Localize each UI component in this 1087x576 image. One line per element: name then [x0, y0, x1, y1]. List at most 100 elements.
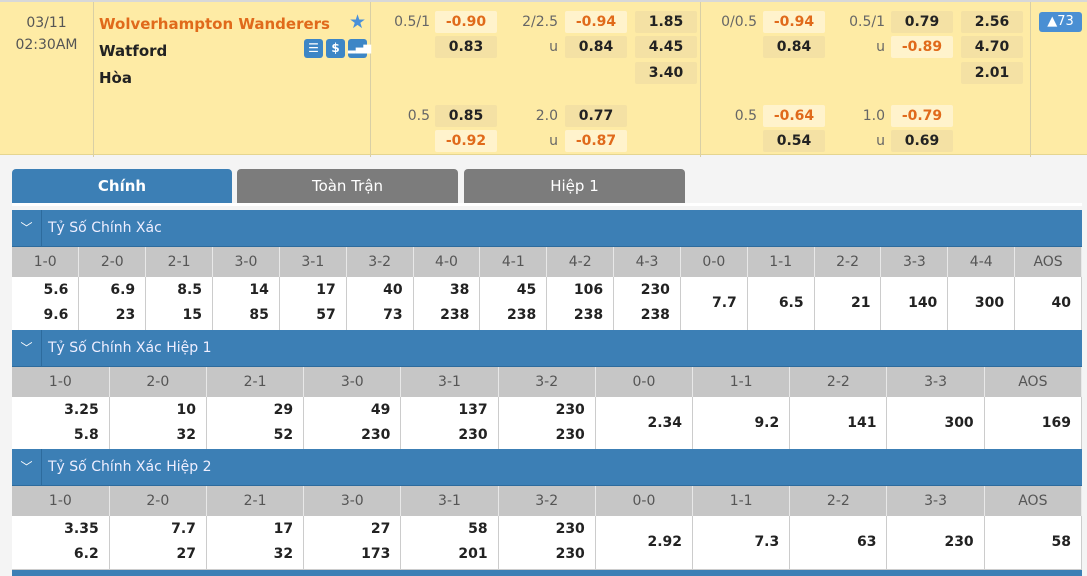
score-odds[interactable]: 230 — [555, 427, 585, 444]
score-odds-cell[interactable]: 6.9 23 — [78, 277, 147, 331]
odds-value[interactable]: 0.54 — [763, 130, 825, 152]
score-odds-cell[interactable]: 45 238 — [479, 277, 548, 331]
score-odds[interactable]: 63 — [856, 533, 877, 550]
away-team[interactable]: Watford — [99, 42, 168, 60]
score-odds[interactable]: 45 — [516, 282, 537, 299]
score-odds[interactable]: 2.92 — [647, 533, 683, 550]
score-odds[interactable]: 15 — [182, 307, 203, 324]
score-odds[interactable]: 9.2 — [754, 414, 780, 431]
odds-value[interactable]: 0.69 — [891, 130, 953, 152]
lineup-icon[interactable]: ☰ — [304, 39, 323, 58]
score-odds[interactable]: 7.7 — [171, 521, 196, 538]
score-odds[interactable]: 10 — [176, 402, 196, 419]
score-odds-cell[interactable]: 137 230 — [400, 397, 499, 451]
score-odds[interactable]: 27 — [370, 521, 391, 538]
score-odds[interactable]: 23 — [115, 307, 136, 324]
score-odds-cell[interactable]: 230 230 — [498, 397, 596, 451]
score-odds-cell[interactable]: 141 — [789, 397, 888, 451]
odds-value[interactable]: 2.01 — [961, 62, 1023, 84]
score-odds[interactable]: 85 — [249, 307, 269, 324]
score-odds-cell[interactable]: 140 — [880, 277, 949, 331]
score-odds[interactable]: 238 — [640, 307, 670, 324]
score-odds-cell[interactable]: 63 — [789, 516, 888, 570]
score-odds[interactable]: 7.3 — [754, 533, 780, 550]
score-odds[interactable]: 137 — [458, 402, 488, 419]
score-odds-cell[interactable]: 300 — [886, 397, 985, 451]
score-odds[interactable]: 17 — [273, 521, 294, 538]
chevron-down-icon[interactable]: ﹀ — [12, 448, 42, 486]
odds-value[interactable]: -0.89 — [891, 36, 953, 58]
score-odds[interactable]: 238 — [507, 307, 537, 324]
odds-value[interactable]: 0.84 — [763, 36, 825, 58]
score-odds[interactable]: 14 — [249, 282, 269, 299]
score-odds-cell[interactable]: 40 — [1014, 277, 1082, 331]
score-odds[interactable]: 300 — [974, 294, 1005, 311]
tab-1[interactable]: Toàn Trận — [237, 169, 458, 203]
score-odds-cell[interactable]: 38 238 — [413, 277, 481, 331]
score-odds-cell[interactable]: 58 201 — [400, 516, 499, 570]
score-odds[interactable]: 201 — [458, 546, 488, 563]
score-odds-cell[interactable]: 6.5 — [747, 277, 815, 331]
section-header[interactable]: ﹀ Tỷ Số Chính Xác Hiệp 1 — [12, 329, 1082, 367]
score-odds[interactable]: 17 — [316, 282, 336, 299]
score-odds[interactable]: 230 — [555, 402, 585, 419]
score-odds-cell[interactable]: 9.2 — [692, 397, 791, 451]
dollar-icon[interactable]: $ — [326, 39, 345, 58]
score-odds[interactable]: 5.8 — [73, 427, 99, 444]
score-odds-cell[interactable]: 29 52 — [206, 397, 305, 451]
odds-value[interactable]: 0.84 — [565, 36, 627, 58]
score-odds[interactable]: 32 — [273, 546, 294, 563]
odds-value[interactable]: 0.85 — [435, 105, 497, 127]
score-odds-cell[interactable]: 5.6 9.6 — [12, 277, 80, 331]
score-odds[interactable]: 230 — [640, 282, 670, 299]
score-odds-cell[interactable]: 14 85 — [212, 277, 280, 331]
score-odds[interactable]: 7.7 — [711, 294, 737, 311]
odds-value[interactable]: 1.85 — [635, 11, 697, 33]
score-odds[interactable]: 6.2 — [73, 546, 99, 563]
score-odds-cell[interactable]: 58 — [984, 516, 1083, 570]
favorite-star-icon[interactable]: ★ — [349, 11, 367, 33]
odds-value[interactable]: 2.56 — [961, 11, 1023, 33]
score-odds[interactable]: 52 — [273, 427, 294, 444]
stats-icon[interactable]: ▂▄▆ — [348, 39, 371, 58]
score-odds-cell[interactable]: 2.92 — [595, 516, 694, 570]
odds-value[interactable]: -0.90 — [435, 11, 497, 33]
score-odds[interactable]: 27 — [176, 546, 196, 563]
chevron-down-icon[interactable]: ﹀ — [12, 209, 42, 247]
odds-value[interactable]: -0.87 — [565, 130, 627, 152]
score-odds-cell[interactable]: 3.25 5.8 — [12, 397, 110, 451]
odds-value[interactable]: 0.77 — [565, 105, 627, 127]
odds-value[interactable]: 3.40 — [635, 62, 697, 84]
score-odds-cell[interactable]: 106 238 — [546, 277, 615, 331]
score-odds-cell[interactable]: 230 — [886, 516, 985, 570]
more-markets-badge[interactable]: ▲73 — [1039, 12, 1082, 32]
score-odds-cell[interactable]: 300 — [947, 277, 1016, 331]
tab-2[interactable]: Hiệp 1 — [464, 169, 685, 203]
score-odds-cell[interactable]: 230 230 — [498, 516, 596, 570]
tab-0[interactable]: Chính — [12, 169, 232, 205]
score-odds[interactable]: 58 — [1051, 533, 1071, 550]
score-odds[interactable]: 141 — [847, 414, 877, 431]
odds-value[interactable]: -0.94 — [763, 11, 825, 33]
score-odds[interactable]: 49 — [370, 402, 391, 419]
score-odds[interactable]: 21 — [850, 294, 871, 311]
score-odds-cell[interactable]: 169 — [984, 397, 1083, 451]
score-odds-cell[interactable]: 230 238 — [613, 277, 681, 331]
score-odds[interactable]: 173 — [361, 546, 391, 563]
score-odds-cell[interactable]: 7.7 — [680, 277, 748, 331]
score-odds[interactable]: 106 — [573, 282, 604, 299]
score-odds[interactable]: 230 — [361, 427, 391, 444]
score-odds[interactable]: 73 — [383, 307, 403, 324]
score-odds[interactable]: 57 — [316, 307, 336, 324]
score-odds[interactable]: 32 — [176, 427, 196, 444]
score-odds[interactable]: 230 — [555, 521, 585, 538]
score-odds[interactable]: 6.5 — [778, 294, 804, 311]
home-team[interactable]: Wolverhampton Wanderers — [99, 15, 330, 33]
score-odds-cell[interactable]: 8.5 15 — [145, 277, 214, 331]
chevron-down-icon[interactable]: ﹀ — [12, 329, 42, 367]
score-odds[interactable]: 40 — [1051, 294, 1071, 311]
section-header[interactable]: ﹀ Tỷ Số Chính Xác — [12, 209, 1082, 247]
score-odds[interactable]: 169 — [1041, 414, 1071, 431]
score-odds[interactable]: 6.9 — [110, 282, 136, 299]
odds-value[interactable]: -0.92 — [435, 130, 497, 152]
